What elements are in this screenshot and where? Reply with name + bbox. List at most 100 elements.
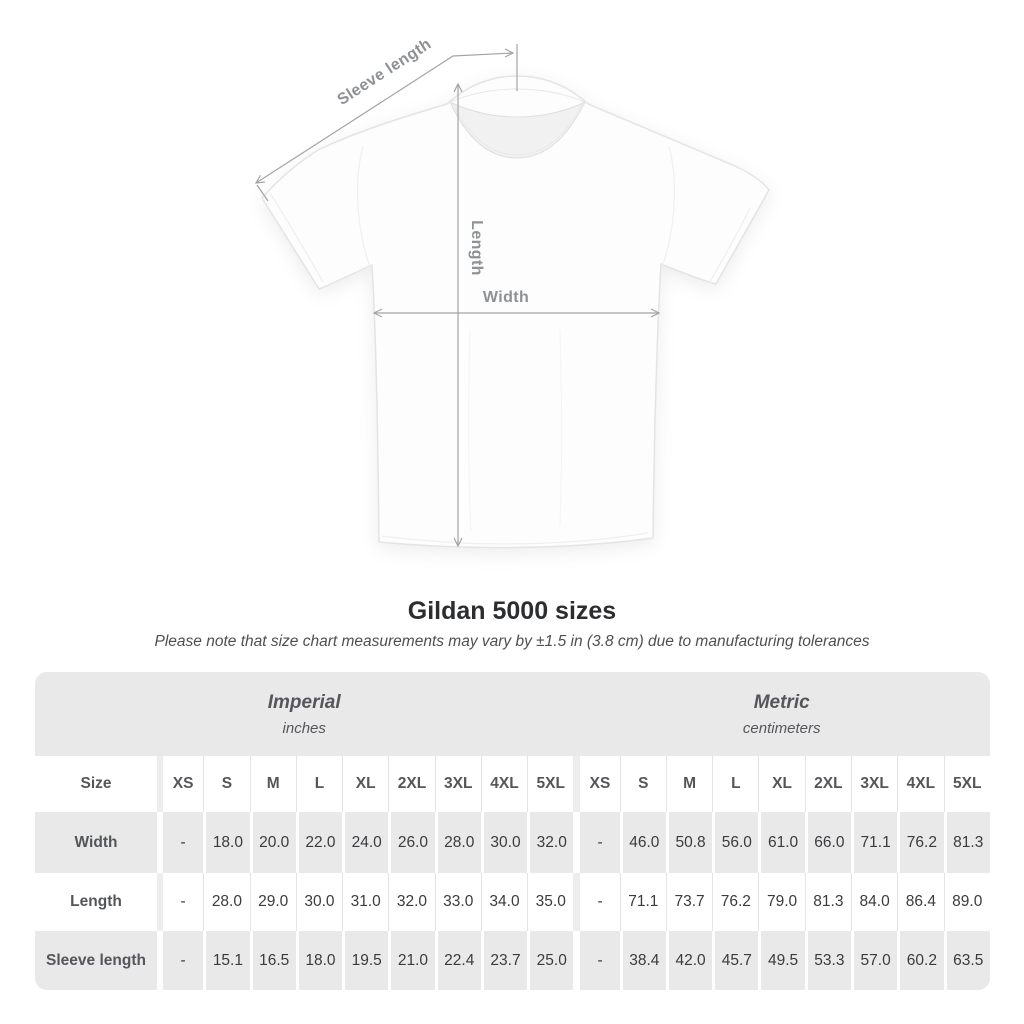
- value: 29.0: [258, 893, 289, 910]
- value: -: [180, 951, 186, 969]
- tshirt-shape: [261, 75, 770, 549]
- value-cell: 20.0: [249, 812, 296, 873]
- size-header-cell: 4XL: [897, 756, 944, 812]
- row-label-cell: Sleeve length: [35, 931, 157, 990]
- value: 32.0: [536, 833, 567, 851]
- size-header-label: XL: [355, 775, 376, 792]
- value-cell: 61.0: [758, 812, 805, 873]
- size-header-label: M: [683, 775, 697, 792]
- row-label-cell: Width: [35, 812, 157, 873]
- size-header-label: 2XL: [814, 775, 843, 792]
- imperial-unit-label: inches: [282, 719, 326, 737]
- size-header-cell: XL: [758, 756, 805, 812]
- size-header-cell: M: [665, 756, 713, 812]
- value: 23.7: [490, 951, 521, 969]
- unit-band-row: Imperial inches Metric centimeters: [35, 672, 990, 756]
- value-cell: -: [573, 873, 620, 931]
- size-chart-table: Imperial inches Metric centimeters Size …: [35, 672, 990, 990]
- value-cell: 63.5: [943, 931, 990, 990]
- size-header-label: 2XL: [397, 775, 427, 792]
- table-row-width: Width - 18.0 20.0 22.0 24.0 26.0 28.0 30…: [35, 812, 990, 873]
- value-cell: 29.0: [249, 873, 296, 931]
- value-cell: 21.0: [388, 931, 435, 990]
- value-cell: 60.2: [897, 931, 944, 990]
- size-header-cell: XS: [573, 756, 620, 812]
- value: 20.0: [259, 833, 290, 851]
- size-header-label: L: [314, 775, 325, 792]
- value: 30.0: [490, 833, 521, 851]
- value-cell: 73.7: [665, 873, 713, 931]
- value: 61.0: [768, 833, 799, 851]
- size-header-label: XS: [172, 775, 194, 792]
- value-cell: 25.0: [527, 931, 574, 990]
- value: 89.0: [952, 893, 983, 910]
- size-header-label: L: [731, 775, 741, 792]
- size-chart-container: Imperial inches Metric centimeters Size …: [35, 672, 990, 990]
- value-cell: 34.0: [480, 873, 528, 931]
- value: 25.0: [536, 951, 567, 969]
- value: 81.3: [953, 833, 984, 851]
- size-header-label: M: [266, 775, 280, 792]
- value: 66.0: [814, 833, 845, 851]
- value: 33.0: [443, 893, 474, 910]
- value-cell: 16.5: [249, 931, 296, 990]
- tshirt-diagram: Sleeve length Length Width: [254, 36, 770, 549]
- value-cell: 35.0: [527, 873, 574, 931]
- value-cell: 28.0: [434, 812, 481, 873]
- size-header-cell: S: [619, 756, 666, 812]
- title-block: Gildan 5000 sizes Please note that size …: [0, 597, 1024, 651]
- sleeve-length-label: Sleeve length: [334, 36, 434, 109]
- size-header-cell: S: [203, 756, 250, 812]
- value: -: [180, 833, 186, 851]
- size-header-cell: 2XL: [388, 756, 435, 812]
- value: 18.0: [212, 833, 243, 851]
- value: 76.2: [720, 893, 751, 910]
- value: -: [597, 893, 603, 910]
- metric-group-header: Metric centimeters: [573, 672, 990, 756]
- value: 22.0: [305, 833, 336, 851]
- size-header-label: XL: [772, 775, 792, 792]
- value: 34.0: [489, 893, 520, 910]
- size-header-label: 4XL: [906, 775, 936, 792]
- value-cell: 23.7: [480, 931, 528, 990]
- value: -: [180, 893, 186, 910]
- value: 18.0: [305, 951, 336, 969]
- size-header-label: 3XL: [860, 775, 889, 792]
- value-cell: 66.0: [804, 812, 851, 873]
- size-header-cell: M: [249, 756, 296, 812]
- value-cell: 84.0: [850, 873, 898, 931]
- value: 26.0: [397, 833, 429, 851]
- length-arrow-top: [453, 82, 463, 93]
- value-cell: 42.0: [665, 931, 713, 990]
- value: 46.0: [629, 833, 660, 851]
- size-header-cell: 3XL: [434, 756, 481, 812]
- right-cuff-stitch: [708, 207, 751, 285]
- sleeve-length-line: [255, 52, 514, 184]
- value-cell: 26.0: [388, 812, 435, 873]
- value: 57.0: [860, 951, 891, 969]
- value-cell: 57.0: [850, 931, 898, 990]
- width-label: Width: [483, 289, 529, 306]
- size-header-label: 5XL: [953, 775, 982, 792]
- size-header-cell: XL: [342, 756, 389, 812]
- value-cell: 32.0: [388, 873, 435, 931]
- value-cell: -: [157, 812, 204, 873]
- length-label: Length: [468, 220, 485, 276]
- size-header-label: S: [221, 775, 233, 792]
- width-arrow-left: [372, 308, 383, 318]
- value-cell: 15.1: [203, 931, 250, 990]
- imperial-group-header: Imperial inches: [35, 672, 574, 756]
- tshirt-outline: [261, 75, 770, 549]
- value: 76.2: [906, 833, 937, 851]
- sleeve-arrow-right: [504, 48, 515, 58]
- value-cell: 71.1: [850, 812, 898, 873]
- size-header-cell: 2XL: [804, 756, 851, 812]
- size-header-label: S: [638, 775, 649, 792]
- size-column-header: Size: [35, 756, 157, 812]
- value-cell: 49.5: [758, 931, 805, 990]
- page-title: Gildan 5000 sizes: [407, 597, 617, 625]
- size-header-cell: 4XL: [480, 756, 528, 812]
- size-header-cell: L: [712, 756, 759, 812]
- value-cell: -: [157, 931, 204, 990]
